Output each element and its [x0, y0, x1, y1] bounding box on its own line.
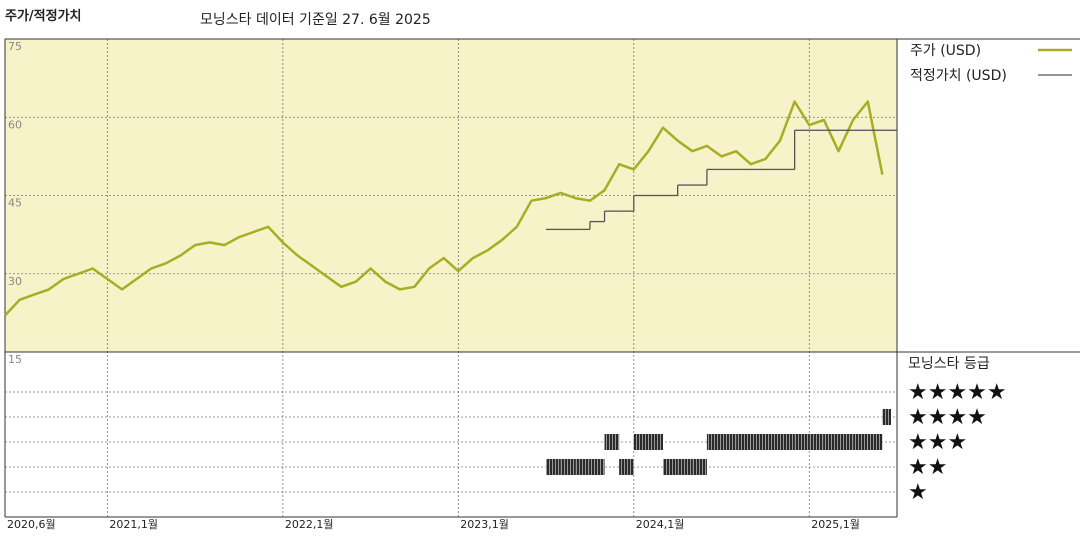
rating-bar: [765, 434, 781, 450]
legend-label: 적정가치 (USD): [910, 68, 1007, 84]
rating-bar: [648, 434, 664, 450]
rating-bar: [780, 434, 795, 450]
y-tick-label: 30: [8, 275, 22, 288]
x-tick-label: 2022,1월: [285, 518, 334, 531]
x-tick-label: 2024,1월: [636, 518, 685, 531]
chart-title: 주가/적정가치: [5, 8, 82, 24]
y-tick-label: 45: [8, 197, 22, 210]
price-line: [4, 100, 884, 317]
y-tick-label: 75: [8, 40, 22, 53]
rating-title: 모닝스타 등급: [908, 356, 990, 372]
rating-label: ★★★★★: [908, 380, 1007, 405]
x-tick-label: 2021,1월: [109, 518, 158, 531]
rating-bar: [546, 459, 561, 475]
rating-bar: [867, 434, 883, 450]
rating-bar: [619, 459, 634, 475]
rating-bar: [604, 434, 620, 450]
rating-bar: [677, 459, 693, 475]
rating-label: ★: [908, 480, 928, 505]
rating-label: ★★★★: [908, 405, 987, 430]
rating-bar: [853, 434, 868, 450]
rating-bar: [633, 434, 649, 450]
rating-bar: [882, 409, 891, 425]
rating-bar: [560, 459, 576, 475]
rating-bar: [794, 434, 810, 450]
rating-bar: [692, 459, 707, 475]
rating-bar: [706, 434, 722, 450]
chart-subtitle: 모닝스타 데이터 기준일 27. 6월 2025: [200, 12, 431, 28]
x-tick-label: 2025,1월: [811, 518, 860, 531]
rating-bar: [809, 434, 824, 450]
rating-bar: [823, 434, 839, 450]
x-tick-label: 2023,1월: [460, 518, 509, 531]
rating-label: ★★★: [908, 430, 967, 455]
rating-bar: [663, 459, 678, 475]
rating-bar: [721, 434, 737, 450]
y-tick-label: 15: [8, 353, 22, 366]
rating-label: ★★: [908, 455, 947, 480]
rating-bar: [750, 434, 766, 450]
y-tick-label: 60: [8, 118, 22, 131]
rating-bar: [589, 459, 605, 475]
rating-bar: [736, 434, 751, 450]
rating-bar: [838, 434, 854, 450]
rating-bar: [575, 459, 590, 475]
x-tick-label: 2020,6월: [7, 518, 56, 531]
legend-label: 주가 (USD): [910, 43, 981, 59]
